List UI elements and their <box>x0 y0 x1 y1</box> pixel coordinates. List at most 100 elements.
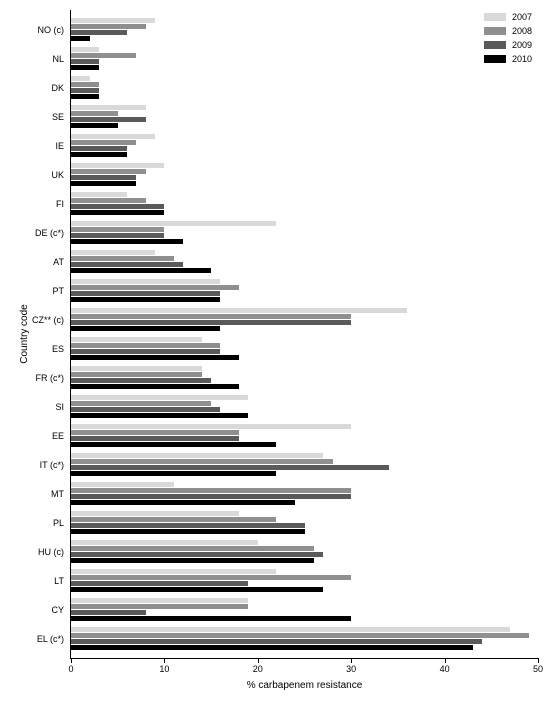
bar <box>71 604 248 609</box>
bar <box>71 47 99 52</box>
x-tick <box>71 658 72 663</box>
category-label: NO (c) <box>38 25 65 35</box>
y-axis-title: Country code <box>19 304 30 363</box>
x-tick-label: 50 <box>533 664 543 674</box>
category-label: CZ** (c) <box>32 315 64 325</box>
bar <box>71 279 220 284</box>
bar <box>71 372 202 377</box>
bar <box>71 36 90 41</box>
bar <box>71 204 164 209</box>
bar <box>71 465 389 470</box>
category-label: NL <box>52 54 64 64</box>
bar-chart: % carbapenem resistance Country code 010… <box>0 0 552 704</box>
bar <box>71 250 155 255</box>
category-label: DK <box>51 83 64 93</box>
x-tick <box>538 658 539 663</box>
bar <box>71 395 248 400</box>
bar <box>71 639 482 644</box>
bar <box>71 308 407 313</box>
x-tick-label: 20 <box>253 664 263 674</box>
bar <box>71 523 305 528</box>
bar <box>71 482 174 487</box>
x-tick-label: 10 <box>159 664 169 674</box>
bar <box>71 552 323 557</box>
x-tick <box>164 658 165 663</box>
bar <box>71 262 183 267</box>
bar <box>71 314 351 319</box>
bar <box>71 610 146 615</box>
bar <box>71 175 136 180</box>
legend-label: 2008 <box>512 26 532 36</box>
bar <box>71 343 220 348</box>
bar <box>71 285 239 290</box>
category-label: EL (c*) <box>37 634 64 644</box>
bar <box>71 227 164 232</box>
legend-label: 2010 <box>512 54 532 64</box>
legend-swatch <box>484 27 506 35</box>
bar <box>71 453 323 458</box>
bar <box>71 575 351 580</box>
x-tick <box>445 658 446 663</box>
bar <box>71 117 146 122</box>
bar <box>71 627 510 632</box>
bar <box>71 407 220 412</box>
bar <box>71 436 239 441</box>
legend-item: 2007 <box>484 12 532 22</box>
bar <box>71 494 351 499</box>
bar <box>71 616 351 621</box>
bar <box>71 540 258 545</box>
bar <box>71 511 239 516</box>
bar <box>71 169 146 174</box>
bar <box>71 163 164 168</box>
plot-area: % carbapenem resistance Country code 010… <box>70 10 538 659</box>
category-label: PT <box>52 286 64 296</box>
category-label: HU (c) <box>38 547 64 557</box>
bar <box>71 233 164 238</box>
category-label: FI <box>56 199 64 209</box>
bar <box>71 198 146 203</box>
bar <box>71 529 305 534</box>
bar <box>71 30 127 35</box>
bar <box>71 633 529 638</box>
bar <box>71 598 248 603</box>
category-label: FR (c*) <box>36 373 65 383</box>
bar <box>71 442 276 447</box>
bar <box>71 546 314 551</box>
bar <box>71 24 146 29</box>
bar <box>71 291 220 296</box>
bar <box>71 256 174 261</box>
bar <box>71 413 248 418</box>
x-tick-label: 30 <box>346 664 356 674</box>
legend-label: 2007 <box>512 12 532 22</box>
bar <box>71 326 220 331</box>
bar <box>71 111 118 116</box>
bar <box>71 181 136 186</box>
bar <box>71 18 155 23</box>
bar <box>71 59 99 64</box>
bar <box>71 471 276 476</box>
bar <box>71 221 276 226</box>
bar <box>71 268 211 273</box>
bar <box>71 134 155 139</box>
legend-item: 2009 <box>484 40 532 50</box>
bar <box>71 401 211 406</box>
bar <box>71 424 351 429</box>
bar <box>71 152 127 157</box>
bar <box>71 355 239 360</box>
legend-item: 2008 <box>484 26 532 36</box>
legend-label: 2009 <box>512 40 532 50</box>
bar <box>71 123 118 128</box>
bar <box>71 337 202 342</box>
category-label: EE <box>52 431 64 441</box>
legend-swatch <box>484 55 506 63</box>
bar <box>71 569 276 574</box>
bar <box>71 82 99 87</box>
bar <box>71 192 127 197</box>
bar <box>71 430 239 435</box>
bar <box>71 581 248 586</box>
category-label: ES <box>52 344 64 354</box>
legend-item: 2010 <box>484 54 532 64</box>
bar <box>71 645 473 650</box>
x-tick <box>258 658 259 663</box>
category-label: PL <box>53 518 64 528</box>
